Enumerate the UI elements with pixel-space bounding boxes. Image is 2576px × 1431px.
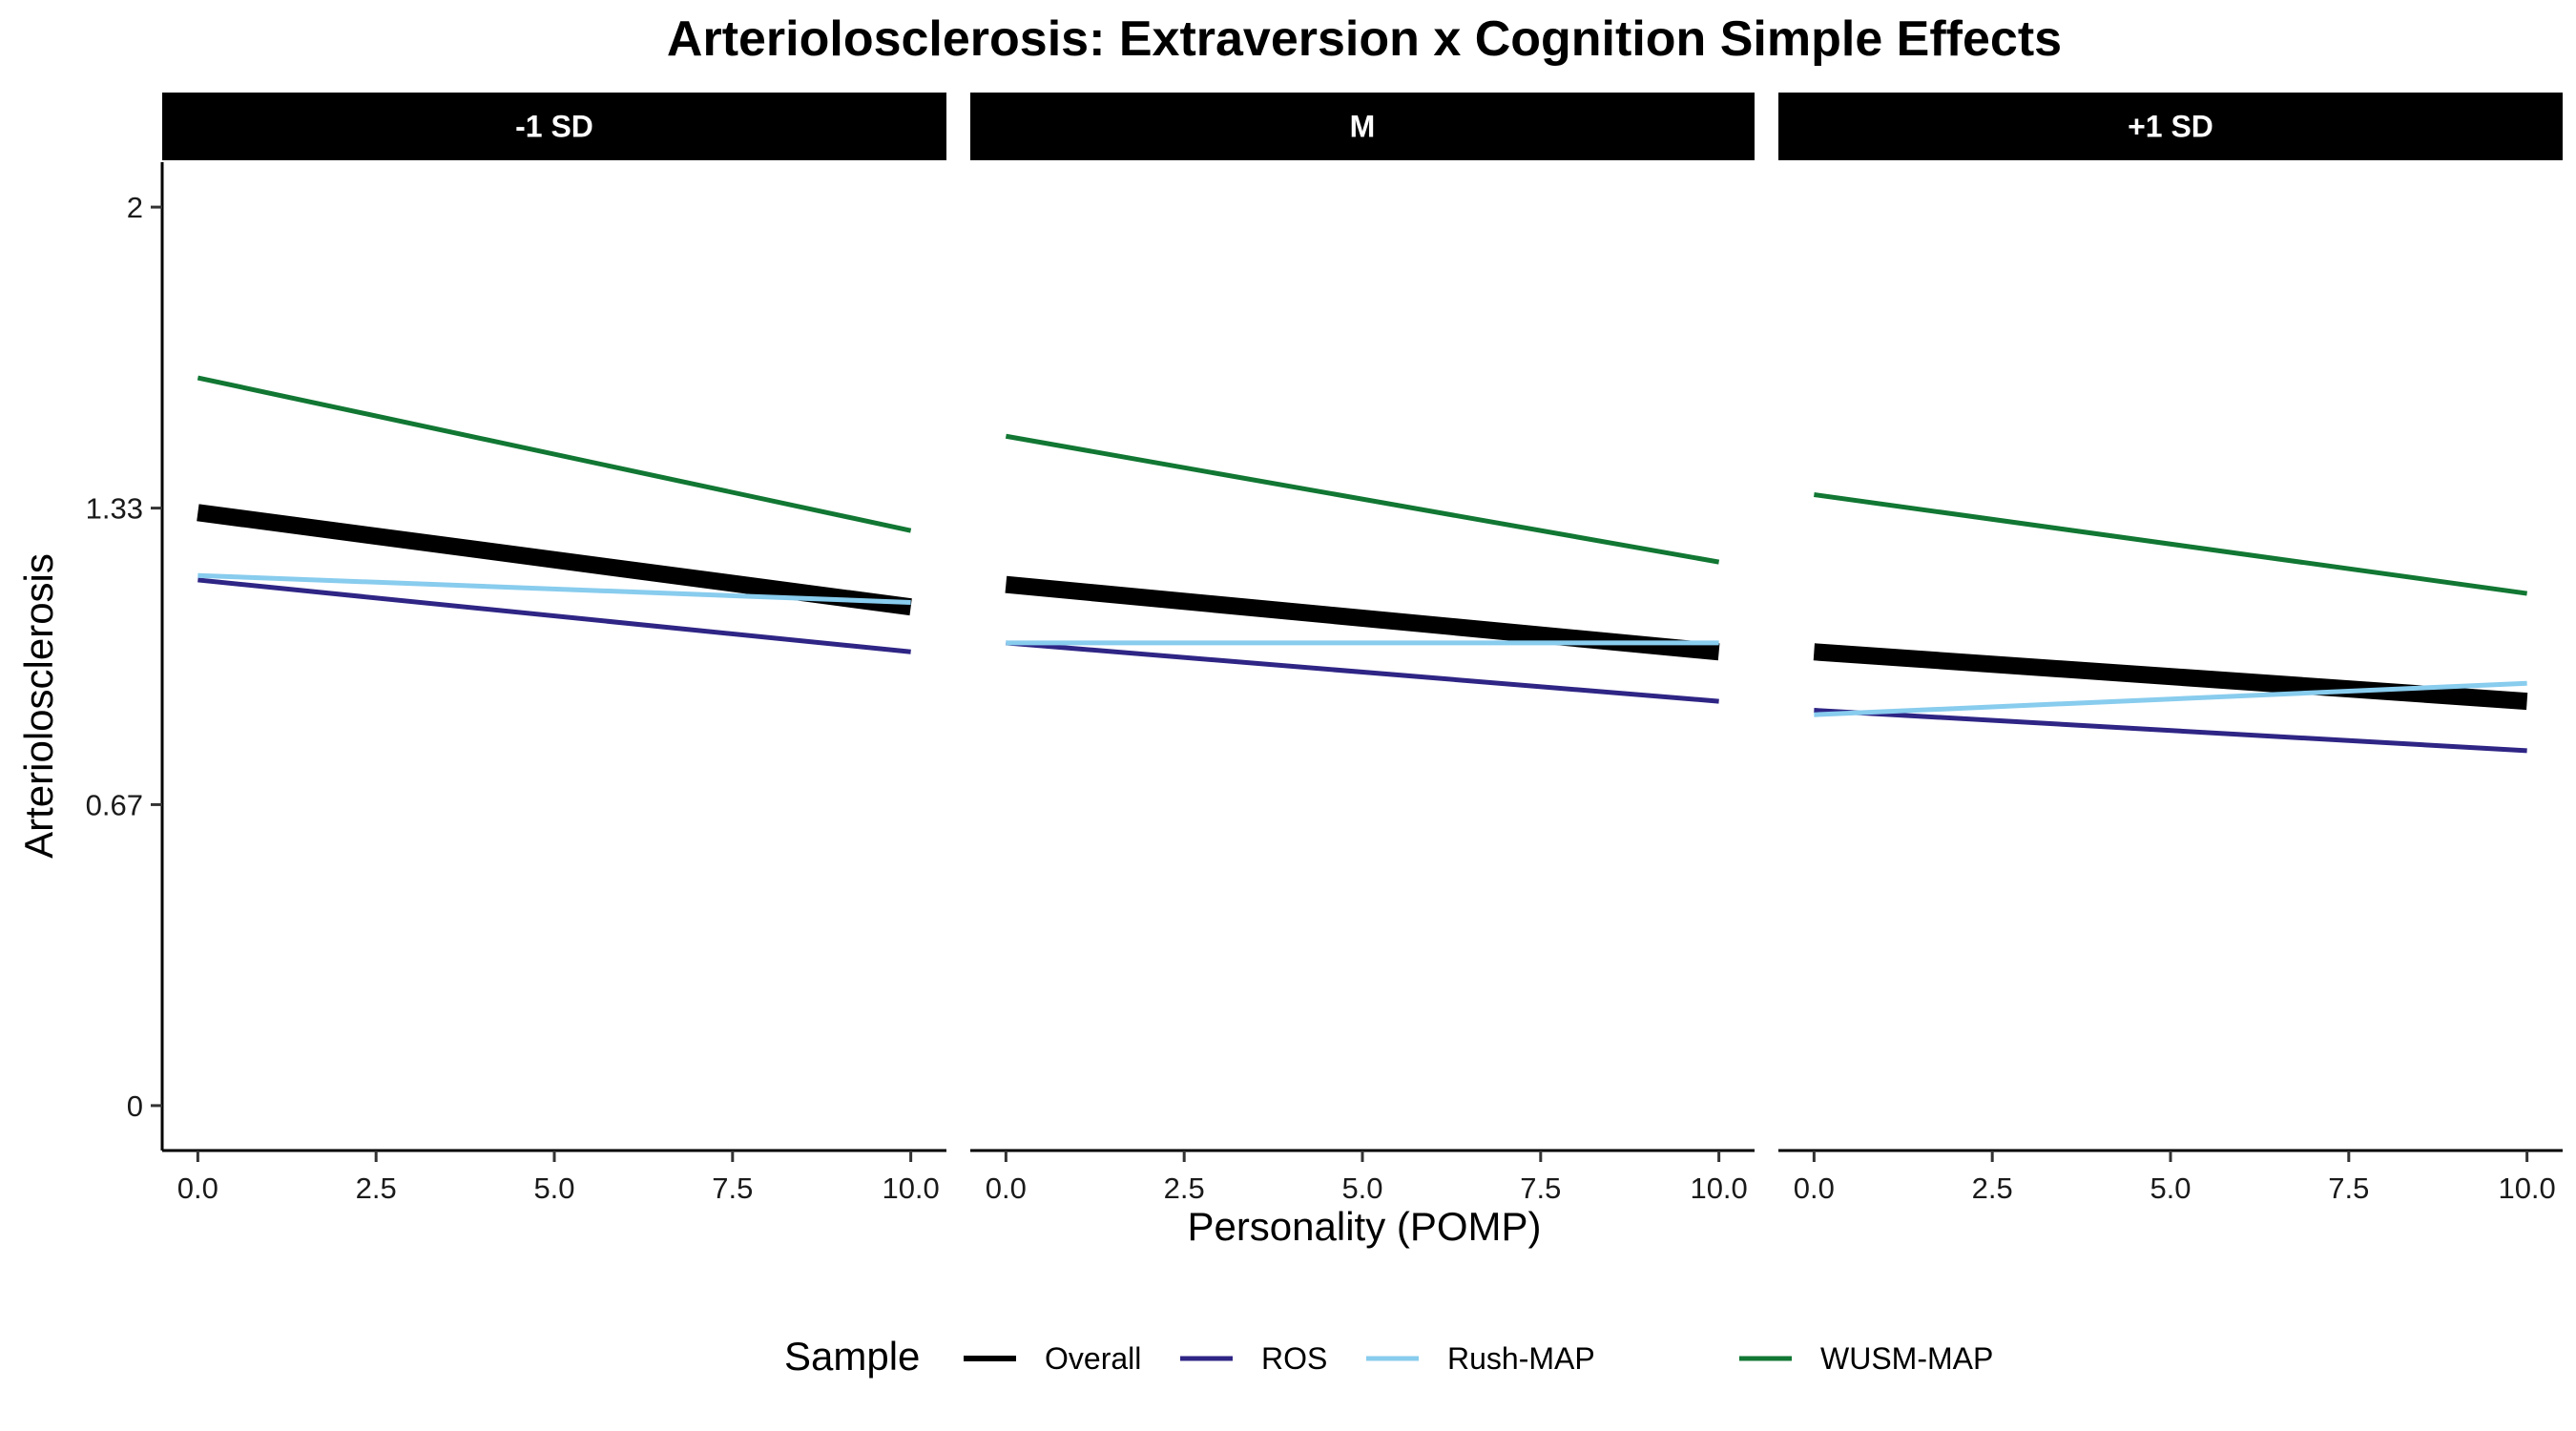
facet-strip [970, 93, 1755, 160]
series-line-overall [197, 504, 912, 616]
series-line-rush-map [1814, 680, 2527, 717]
legend-label-overall: Overall [1045, 1341, 1141, 1376]
facet-strip-label: M [1350, 110, 1376, 144]
x-tick-label: 2.5 [1972, 1172, 2013, 1205]
legend-items: Overall ROS Rush-MAP WUSM-MAP [964, 1341, 1993, 1376]
x-tick-label: 0.0 [1794, 1172, 1835, 1205]
series-line-ros [197, 577, 911, 654]
x-tick-label: 10.0 [882, 1172, 939, 1205]
facet-panel: +1 SD 0.0 2.5 5.0 7.5 10.0 [1778, 93, 2563, 1205]
series-line-wusm-map [197, 375, 912, 533]
x-tick-label: 10.0 [1690, 1172, 1747, 1205]
y-tick-label: 0 [127, 1089, 143, 1123]
legend-item-wusm-map: WUSM-MAP [1739, 1341, 1993, 1376]
legend-title: Sample [784, 1334, 920, 1379]
facet-strip-label: -1 SD [515, 110, 593, 144]
x-tick-label: 0.0 [986, 1172, 1027, 1205]
legend-label-rush-map: Rush-MAP [1447, 1341, 1595, 1376]
legend-item-overall: Overall [964, 1341, 1141, 1376]
legend-label-ros: ROS [1261, 1341, 1327, 1376]
panels: -1 SD 0 0.67 1.33 2 0.0 2.5 5.0 7.5 10.0 M 0.0 2.5 5.… [86, 93, 2563, 1205]
legend-item-ros: ROS [1180, 1341, 1327, 1376]
legend-item-rush-map: Rush-MAP [1366, 1341, 1595, 1376]
x-tick-label: 2.5 [356, 1172, 397, 1205]
x-tick-label: 7.5 [1520, 1172, 1561, 1205]
series-line-wusm-map [1005, 433, 1720, 565]
y-tick-label: 0.67 [86, 788, 143, 821]
series-line-rush-map [197, 572, 911, 605]
x-tick-label: 5.0 [533, 1172, 574, 1205]
series-line-wusm-map [1814, 491, 2527, 596]
y-tick-label: 1.33 [86, 492, 143, 526]
x-tick-label: 0.0 [177, 1172, 218, 1205]
x-tick-label: 7.5 [712, 1172, 753, 1205]
legend: Sample Overall ROS Rush-MAP WUSM-MAP [784, 1334, 1993, 1379]
y-tick-label: 2 [127, 191, 143, 224]
series-line-ros [1814, 708, 2527, 754]
facet-panel: -1 SD 0 0.67 1.33 2 0.0 2.5 5.0 7.5 10.0 [86, 93, 946, 1205]
facet-strip [162, 93, 946, 160]
chart-title: Arteriolosclerosis: Extraversion x Cogni… [667, 11, 2062, 67]
facet-strip [1778, 93, 2563, 160]
x-tick-label: 2.5 [1164, 1172, 1205, 1205]
facet-panel: M 0.0 2.5 5.0 7.5 10.0 [970, 93, 1755, 1205]
y-axis-title: Arteriolosclerosis [16, 553, 61, 859]
series-line-ros [1006, 640, 1719, 704]
x-tick-label: 10.0 [2498, 1172, 2555, 1205]
series-line-overall [1813, 643, 2528, 711]
facet-strip-label: +1 SD [2128, 110, 2213, 144]
x-tick-label: 7.5 [2328, 1172, 2369, 1205]
x-axis-title: Personality (POMP) [1187, 1204, 1541, 1249]
x-tick-label: 5.0 [2150, 1172, 2191, 1205]
legend-label-wusm-map: WUSM-MAP [1820, 1341, 1993, 1376]
x-tick-label: 5.0 [1341, 1172, 1382, 1205]
